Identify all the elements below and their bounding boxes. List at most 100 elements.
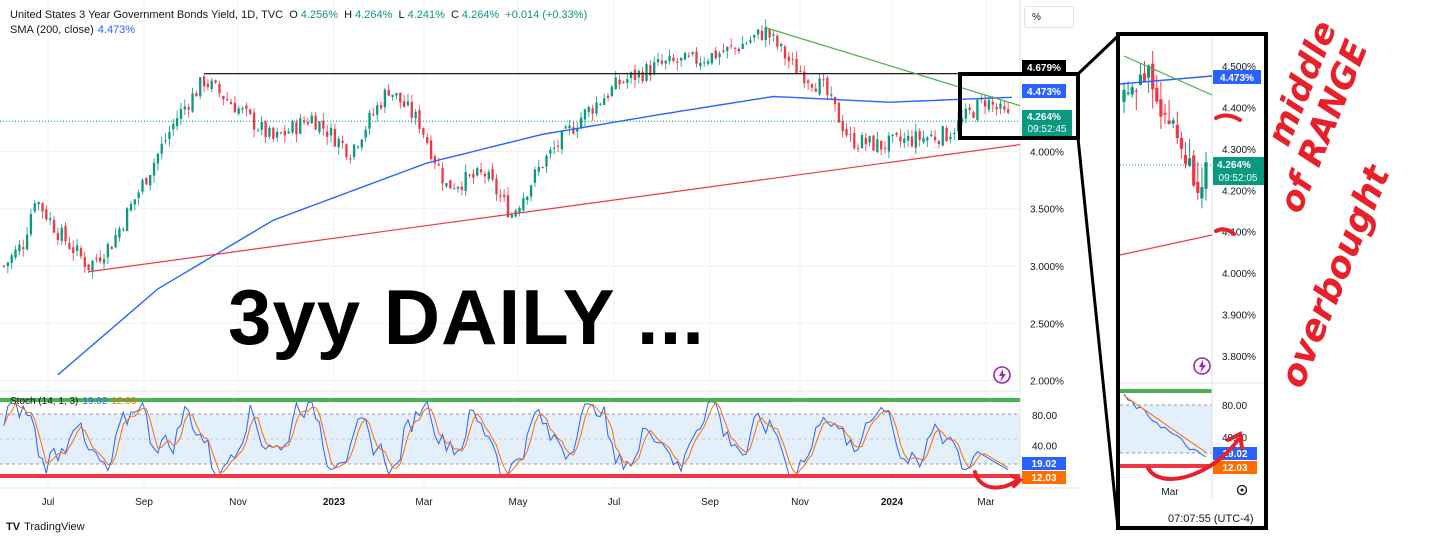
- stoch-label-k: 19.02: [1022, 457, 1066, 470]
- candle: [391, 94, 394, 101]
- inset-y-tick-label: 4.000%: [1222, 269, 1256, 280]
- candle: [41, 202, 44, 219]
- x-tick-label: 2024: [881, 497, 904, 508]
- stoch-legend-k: 19.02: [82, 396, 108, 407]
- candle: [479, 162, 483, 176]
- candle: [79, 245, 83, 260]
- candle: [972, 110, 975, 119]
- candle: [529, 184, 533, 202]
- sma-legend[interactable]: SMA (200, close) 4.473%: [10, 24, 135, 36]
- candle: [495, 174, 498, 201]
- candle: [2, 264, 6, 269]
- candle: [429, 135, 433, 161]
- zoom-connector-top: [1076, 34, 1120, 76]
- candle: [483, 171, 487, 184]
- candle: [591, 104, 594, 121]
- candle: [549, 146, 552, 159]
- flash-icon[interactable]: [993, 366, 1011, 384]
- candle: [949, 132, 952, 144]
- percent-scale-button[interactable]: %: [1024, 6, 1074, 28]
- candle: [995, 103, 998, 116]
- candle: [145, 177, 148, 185]
- candle: [14, 245, 17, 260]
- candle: [229, 98, 233, 105]
- tradingview-brand: TradingView: [24, 521, 85, 533]
- candle: [183, 99, 186, 116]
- candle: [603, 93, 606, 106]
- candle: [272, 126, 275, 143]
- x-tick-label: Nov: [791, 497, 809, 508]
- candle: [729, 38, 733, 50]
- candle: [856, 143, 860, 153]
- candle: [749, 36, 752, 45]
- price-label-sma: 4.473%: [1022, 84, 1066, 98]
- inset-support-line: [1119, 234, 1213, 256]
- candle: [799, 65, 802, 73]
- candle: [679, 57, 683, 68]
- inset-y-ticks: 4.500% 4.400% 4.300% 4.200% 4.100% 4.000% 3.90…: [1222, 62, 1256, 363]
- candle: [114, 228, 117, 249]
- inset-candle: [1196, 161, 1200, 200]
- candle: [452, 183, 456, 190]
- candle: [699, 56, 702, 71]
- candle: [880, 140, 883, 155]
- inset-stoch-d-line: [1123, 395, 1207, 453]
- stoch-tick-label: 80.00: [1032, 411, 1057, 422]
- timezone-label[interactable]: 07:07:55 (UTC-4): [1168, 513, 1254, 525]
- candle: [780, 42, 783, 53]
- inset-y-tick-label: 3.900%: [1222, 311, 1256, 322]
- candle: [587, 105, 590, 118]
- inset-label-d: 12.03: [1213, 461, 1257, 474]
- candle: [318, 121, 321, 135]
- stoch-tick-label: 40.00: [1032, 442, 1057, 453]
- candle: [106, 242, 110, 264]
- tradingview-logo[interactable]: TV TradingView: [6, 521, 85, 533]
- zoom-inset: 4.500% 4.400% 4.300% 4.200% 4.100% 4.000% 3.90…: [1116, 32, 1268, 530]
- x-tick-label: Jul: [42, 497, 55, 508]
- change-value: +0.014 (+0.33%): [505, 9, 588, 21]
- candle: [733, 46, 737, 55]
- candle: [395, 92, 398, 100]
- stoch-legend[interactable]: Stoch (14, 1, 3) 19.02 12.03: [10, 396, 136, 407]
- candle: [583, 108, 587, 127]
- candle: [664, 59, 667, 70]
- inset-x-tick-mar: Mar: [1161, 487, 1179, 498]
- candle: [460, 180, 463, 196]
- candle: [206, 79, 210, 91]
- candle: [568, 120, 571, 136]
- candle: [910, 130, 914, 149]
- candle: [526, 195, 529, 205]
- candle: [837, 101, 841, 123]
- inset-label-sma-text: 4.473%: [1220, 73, 1254, 84]
- candle: [25, 227, 29, 251]
- candle: [364, 126, 367, 142]
- candle: [656, 52, 660, 66]
- candle: [868, 135, 871, 147]
- candle: [922, 130, 925, 145]
- candle: [645, 61, 648, 82]
- candle: [60, 224, 63, 245]
- price-label-last-text: 4.264%: [1027, 112, 1061, 123]
- candle: [214, 79, 217, 84]
- candle: [399, 92, 402, 109]
- candle: [487, 169, 490, 182]
- candle: [706, 58, 710, 66]
- candle: [626, 72, 629, 89]
- candle: [710, 52, 714, 65]
- candle: [622, 80, 625, 84]
- inset-flash-icon[interactable]: [1193, 357, 1211, 375]
- inset-candle: [1192, 150, 1196, 188]
- inset-label-sma: 4.473%: [1213, 70, 1261, 84]
- candle: [541, 166, 544, 169]
- candle: [191, 87, 194, 113]
- inset-y-tick-label: 4.400%: [1222, 103, 1256, 114]
- inset-stoch-80: 80.00: [1222, 401, 1247, 412]
- candle: [283, 124, 287, 143]
- title-overlay: 3yy DAILY ...: [228, 273, 705, 361]
- symbol-title[interactable]: United States 3 Year Government Bonds Yi…: [10, 9, 284, 21]
- candle: [633, 64, 637, 88]
- settings-icon[interactable]: [1236, 484, 1248, 496]
- candle: [326, 124, 329, 145]
- candle: [564, 124, 567, 129]
- y-axis-ticks: 4.000% 3.500% 3.000% 2.500% 2.000%: [1030, 147, 1064, 387]
